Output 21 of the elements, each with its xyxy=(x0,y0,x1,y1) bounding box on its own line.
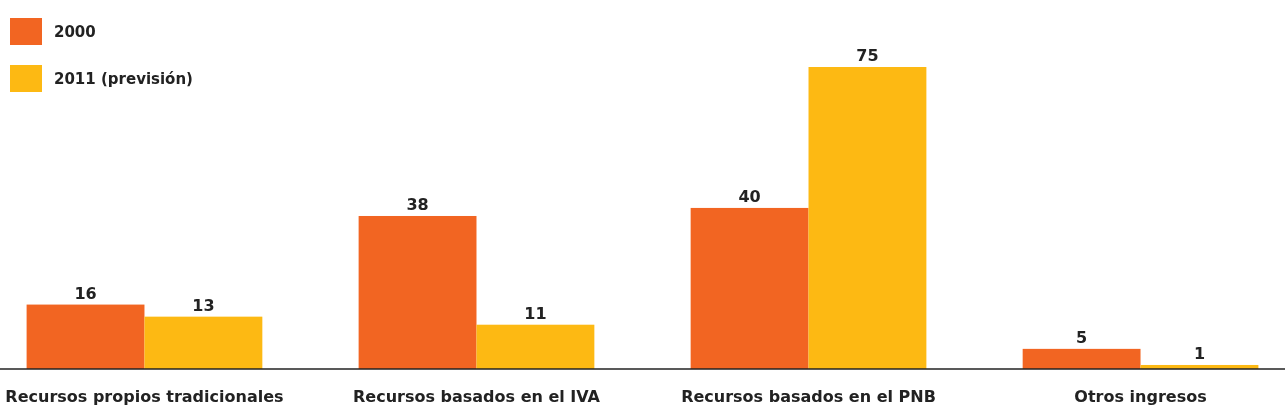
bar xyxy=(476,324,595,369)
x-tick-label: Recursos basados en el IVA xyxy=(352,387,601,406)
data-label: 16 xyxy=(74,283,97,303)
data-label: 38 xyxy=(406,194,429,214)
data-label: 13 xyxy=(192,295,215,315)
data-label: 1 xyxy=(1193,343,1206,363)
x-tick-label: Otros ingresos xyxy=(1074,387,1207,406)
x-tick-label: Recursos propios tradicionales xyxy=(5,387,284,406)
bar xyxy=(26,304,145,369)
data-label: 75 xyxy=(856,46,879,65)
bar xyxy=(144,316,263,369)
bar xyxy=(1022,348,1141,369)
bar xyxy=(690,207,809,369)
x-tick-label: Recursos basados en el PNB xyxy=(681,387,936,406)
data-label: 5 xyxy=(1076,327,1088,347)
legend-label: 2000 xyxy=(54,23,96,41)
bar xyxy=(808,67,927,369)
legend-label: 2011 (previsión) xyxy=(54,70,193,88)
bar xyxy=(358,215,477,369)
data-label: 40 xyxy=(738,186,761,206)
data-label: 11 xyxy=(524,303,547,323)
